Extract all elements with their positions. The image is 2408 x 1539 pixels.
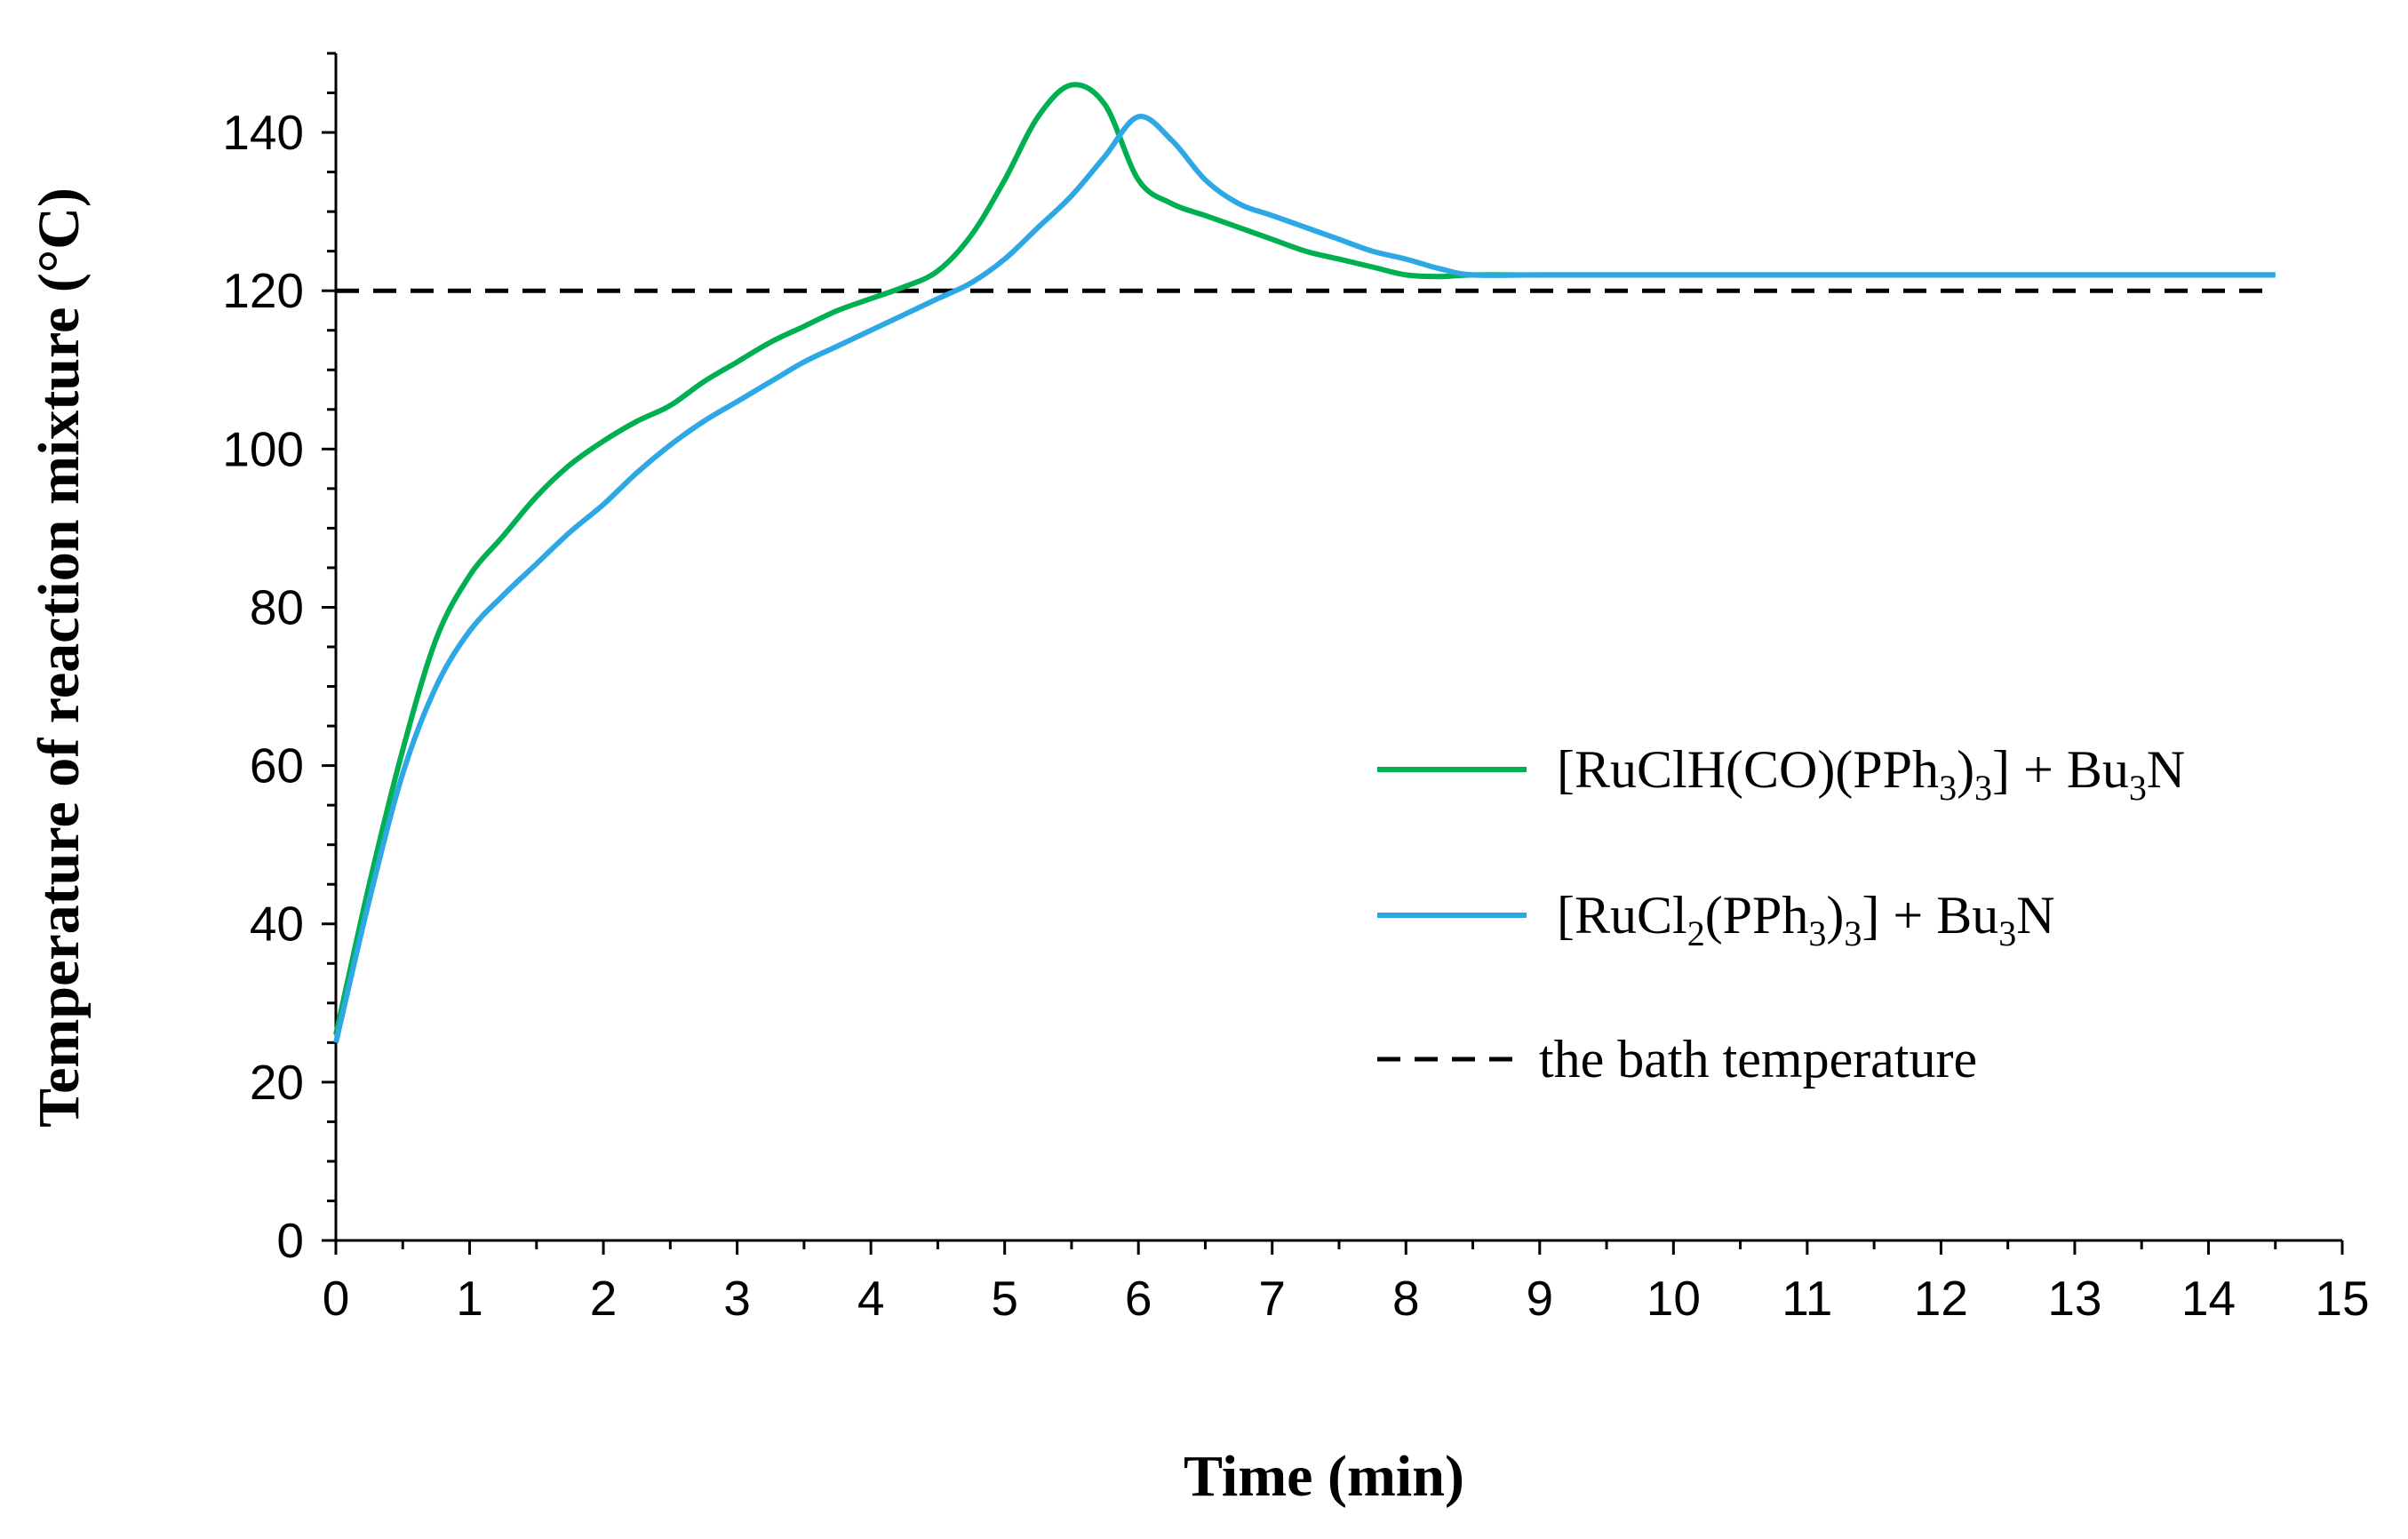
y-tick-label: 140 xyxy=(222,105,304,160)
y-axis-ticks: 0 20 40 60 80 100 120 140 xyxy=(222,52,336,1268)
y-axis-title: Temperature of reaction mixture (°C) xyxy=(27,187,92,1128)
legend: [RuClH(CO)(PPh3)3] + Bu3N [RuCl2(PPh3)3] … xyxy=(1377,740,2185,1088)
x-tick-label: 5 xyxy=(991,1271,1018,1326)
x-tick-label: 14 xyxy=(2181,1271,2236,1326)
axes xyxy=(334,53,2342,1242)
x-tick-label: 12 xyxy=(1914,1271,1968,1326)
y-tick-label: 120 xyxy=(222,263,304,318)
y-tick-label: 20 xyxy=(250,1055,304,1110)
y-tick-label: 0 xyxy=(276,1213,304,1268)
x-tick-label: 10 xyxy=(1647,1271,1701,1326)
x-tick-label: 0 xyxy=(323,1271,350,1326)
x-tick-label: 1 xyxy=(456,1271,483,1326)
legend-label: [RuCl2(PPh3)3] + Bu3N xyxy=(1557,886,2055,953)
x-axis-ticks: 0 1 2 3 4 5 6 7 8 9 10 11 12 13 14 15 xyxy=(323,1240,2370,1326)
series-rucl2-line xyxy=(333,114,2276,1044)
x-tick-label: 6 xyxy=(1125,1271,1152,1326)
x-tick-label: 4 xyxy=(857,1271,885,1326)
x-tick-label: 8 xyxy=(1392,1271,1420,1326)
x-tick-label: 7 xyxy=(1258,1271,1286,1326)
y-tick-label: 40 xyxy=(250,897,304,952)
series-layer xyxy=(333,82,2276,1044)
x-tick-label: 15 xyxy=(2315,1271,2369,1326)
x-tick-label: 3 xyxy=(723,1271,751,1326)
x-tick-label: 2 xyxy=(590,1271,618,1326)
x-tick-label: 9 xyxy=(1527,1271,1554,1326)
x-axis-title: Time (min) xyxy=(1184,1444,1464,1509)
x-tick-label: 13 xyxy=(2047,1271,2101,1326)
y-tick-label: 60 xyxy=(250,738,304,793)
legend-label: the bath temperature xyxy=(1539,1030,1977,1088)
y-tick-label: 80 xyxy=(250,579,304,634)
legend-label: [RuClH(CO)(PPh3)3] + Bu3N xyxy=(1557,740,2185,808)
y-tick-label: 100 xyxy=(222,421,304,476)
x-tick-label: 11 xyxy=(1782,1271,1832,1326)
